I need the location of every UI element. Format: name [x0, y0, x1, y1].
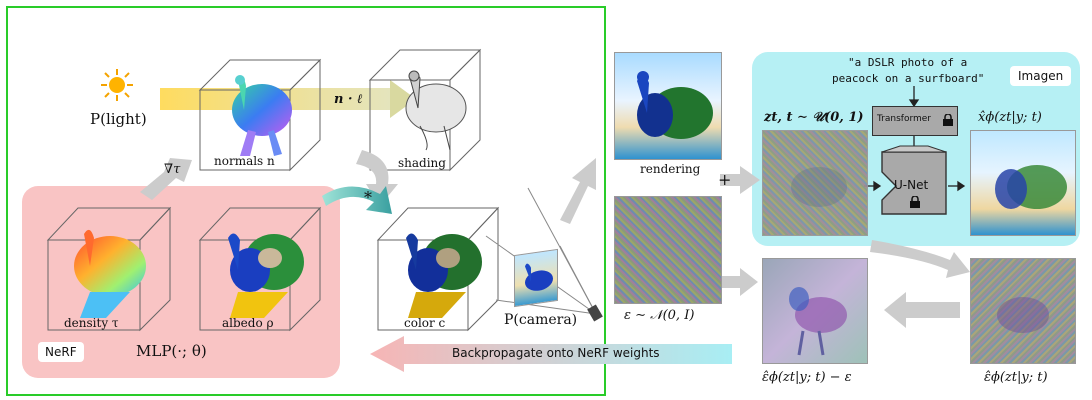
- light-arrow-head: [390, 80, 416, 118]
- xhat-label: x̂ϕ(zt|y; t): [978, 110, 1042, 125]
- star-label: *: [364, 188, 372, 207]
- color-label: color c: [404, 316, 446, 330]
- backprop-arrow: [370, 336, 732, 372]
- density-label: density τ: [64, 316, 119, 330]
- rendering-label: rendering: [640, 162, 701, 176]
- composite-arrow: [322, 186, 392, 214]
- plus-label: +: [718, 170, 732, 189]
- mlp-label: MLP(·; θ): [136, 342, 207, 360]
- nerf-tag: NeRF: [38, 342, 84, 362]
- shading-render: [390, 64, 470, 154]
- noise-label: ε ∼ 𝒩(0, I): [624, 308, 695, 323]
- albedo-render: [208, 222, 308, 322]
- unet-label: U-Net: [894, 178, 929, 192]
- sun-icon: [100, 68, 134, 102]
- grad-label: ∇τ: [164, 162, 181, 177]
- normals-label: normals n: [214, 154, 275, 168]
- albedo-label: albedo ρ: [222, 316, 274, 330]
- camera-body: [587, 304, 603, 322]
- prompt-line-1: "a DSLR photo of a: [848, 56, 968, 69]
- density-render: [60, 222, 152, 322]
- eps-diff-label: ε̂ϕ(zt|y; t) − ε: [762, 370, 852, 385]
- unet-shape: [881, 151, 947, 215]
- ndotl-label: n · ℓ: [334, 92, 363, 107]
- prompt-line-2: peacock on a surfboard": [832, 72, 985, 85]
- transformer-label: Transformer: [877, 114, 932, 124]
- normals-render: [218, 70, 298, 160]
- nerf-pipeline-frame: [6, 6, 606, 396]
- noisy-zt-image: [762, 130, 868, 236]
- lock-icon: [910, 196, 920, 208]
- lock-icon: [943, 114, 953, 126]
- eps-hat-image: [970, 258, 1076, 364]
- imagen-tag: Imagen: [1010, 66, 1072, 86]
- noise-image: [614, 196, 722, 304]
- camera-label: P(camera): [504, 312, 578, 328]
- backprop-label: Backpropagate onto NeRF weights: [452, 346, 660, 360]
- eps-hat-label: ε̂ϕ(zt|y; t): [984, 370, 1048, 385]
- shading-label: shading: [398, 156, 446, 170]
- eps-diff-image: [762, 258, 868, 364]
- color-render: [386, 222, 486, 322]
- flow-arrows: [140, 150, 970, 328]
- zt-label: zt, t ∼ 𝒰(0, 1): [764, 110, 864, 125]
- light-label: P(light): [90, 110, 147, 128]
- transformer-block: Transformer: [872, 106, 958, 136]
- camera-view-image: [514, 248, 558, 308]
- xhat-image: [970, 130, 1076, 236]
- rendering-image: [614, 52, 722, 160]
